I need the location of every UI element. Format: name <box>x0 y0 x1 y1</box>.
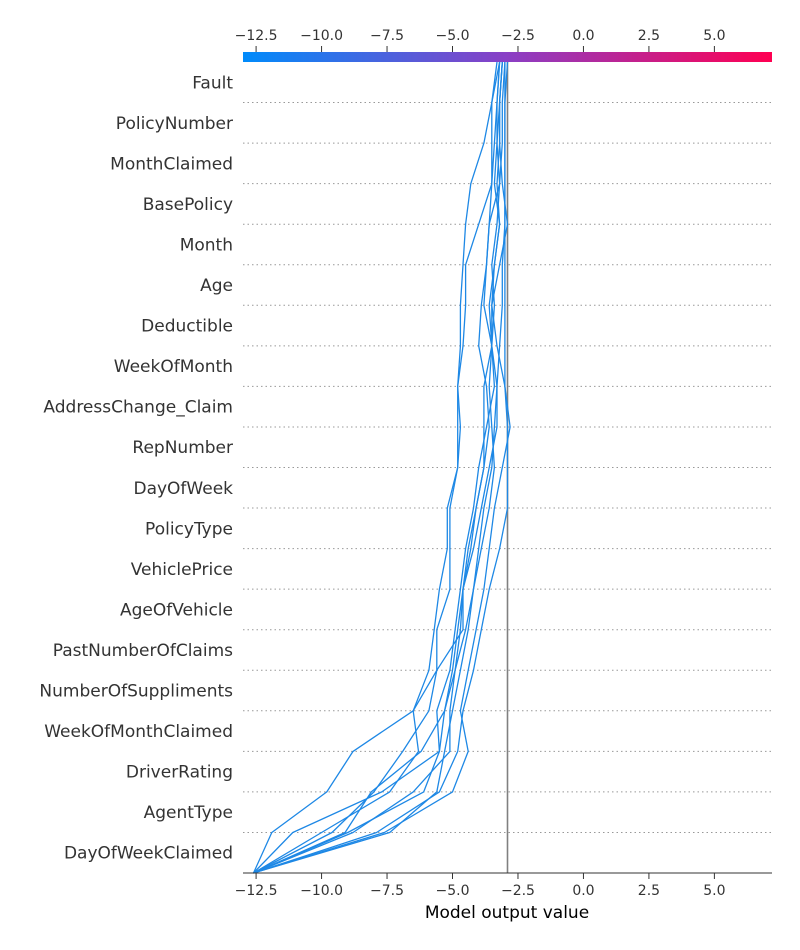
feature-label: Fault <box>192 73 233 93</box>
feature-label: RepNumber <box>132 438 233 458</box>
colorbar-tick-label: 5.0 <box>703 28 725 44</box>
decision-line <box>253 61 511 874</box>
feature-label: MonthClaimed <box>110 154 233 174</box>
feature-label: BasePolicy <box>143 195 233 215</box>
feature-label: DayOfWeek <box>133 479 233 499</box>
x-tick-label: 0.0 <box>572 883 594 899</box>
feature-label: Age <box>200 276 233 296</box>
colorbar-tick-label: −5.0 <box>436 28 470 44</box>
x-axis-ticks: −12.5 −10.0 −7.5 −5.0 −2.5 0.0 2.5 5.0 <box>235 873 726 899</box>
decision-lines <box>252 61 511 874</box>
feature-label: VehiclePrice <box>131 560 233 580</box>
decision-line <box>253 61 501 874</box>
feature-label: PolicyType <box>145 519 233 539</box>
decision-line <box>253 61 501 874</box>
feature-label: WeekOfMonthClaimed <box>44 722 233 742</box>
x-tick-label: 5.0 <box>703 883 725 899</box>
feature-labels: Fault PolicyNumber MonthClaimed BasePolicy M… <box>39 73 233 863</box>
x-tick-label: −12.5 <box>235 883 278 899</box>
colorbar-tick-label: −2.5 <box>501 28 535 44</box>
feature-label: DriverRating <box>126 763 233 783</box>
feature-label: AgeOfVehicle <box>120 600 233 620</box>
colorbar-tick-label: −12.5 <box>235 28 278 44</box>
colorbar: −12.5 −10.0 −7.5 −5.0 −2.5 0.0 2.5 5.0 <box>235 28 772 62</box>
decision-line <box>253 61 506 874</box>
x-tick-label: 2.5 <box>638 883 660 899</box>
decision-line <box>253 61 509 874</box>
decision-line <box>253 61 503 874</box>
colorbar-tick-label: 2.5 <box>638 28 660 44</box>
feature-label: WeekOfMonth <box>114 357 233 377</box>
feature-label: PastNumberOfClaims <box>53 641 233 661</box>
colorbar-tick-label: 0.0 <box>572 28 594 44</box>
colorbar-tick-label: −7.5 <box>370 28 404 44</box>
x-axis-label: Model output value <box>425 903 589 923</box>
colorbar-gradient <box>243 52 772 62</box>
x-tick-label: −10.0 <box>300 883 343 899</box>
feature-label: NumberOfSuppliments <box>39 682 233 702</box>
feature-label: DayOfWeekClaimed <box>64 844 233 864</box>
x-axis: −12.5 −10.0 −7.5 −5.0 −2.5 0.0 2.5 5.0 Model ou… <box>235 872 772 923</box>
x-tick-label: −2.5 <box>501 883 535 899</box>
feature-label: PolicyNumber <box>116 114 233 134</box>
decision-line <box>252 61 501 874</box>
colorbar-axis: −12.5 −10.0 −7.5 −5.0 −2.5 0.0 2.5 5.0 <box>235 28 726 52</box>
feature-label: Month <box>180 235 233 255</box>
feature-label: Deductible <box>141 317 233 337</box>
feature-label: AddressChange_Claim <box>43 398 233 418</box>
feature-label: AgentType <box>144 803 233 823</box>
x-tick-label: −5.0 <box>436 883 470 899</box>
colorbar-tick-label: −10.0 <box>300 28 343 44</box>
x-tick-label: −7.5 <box>370 883 404 899</box>
